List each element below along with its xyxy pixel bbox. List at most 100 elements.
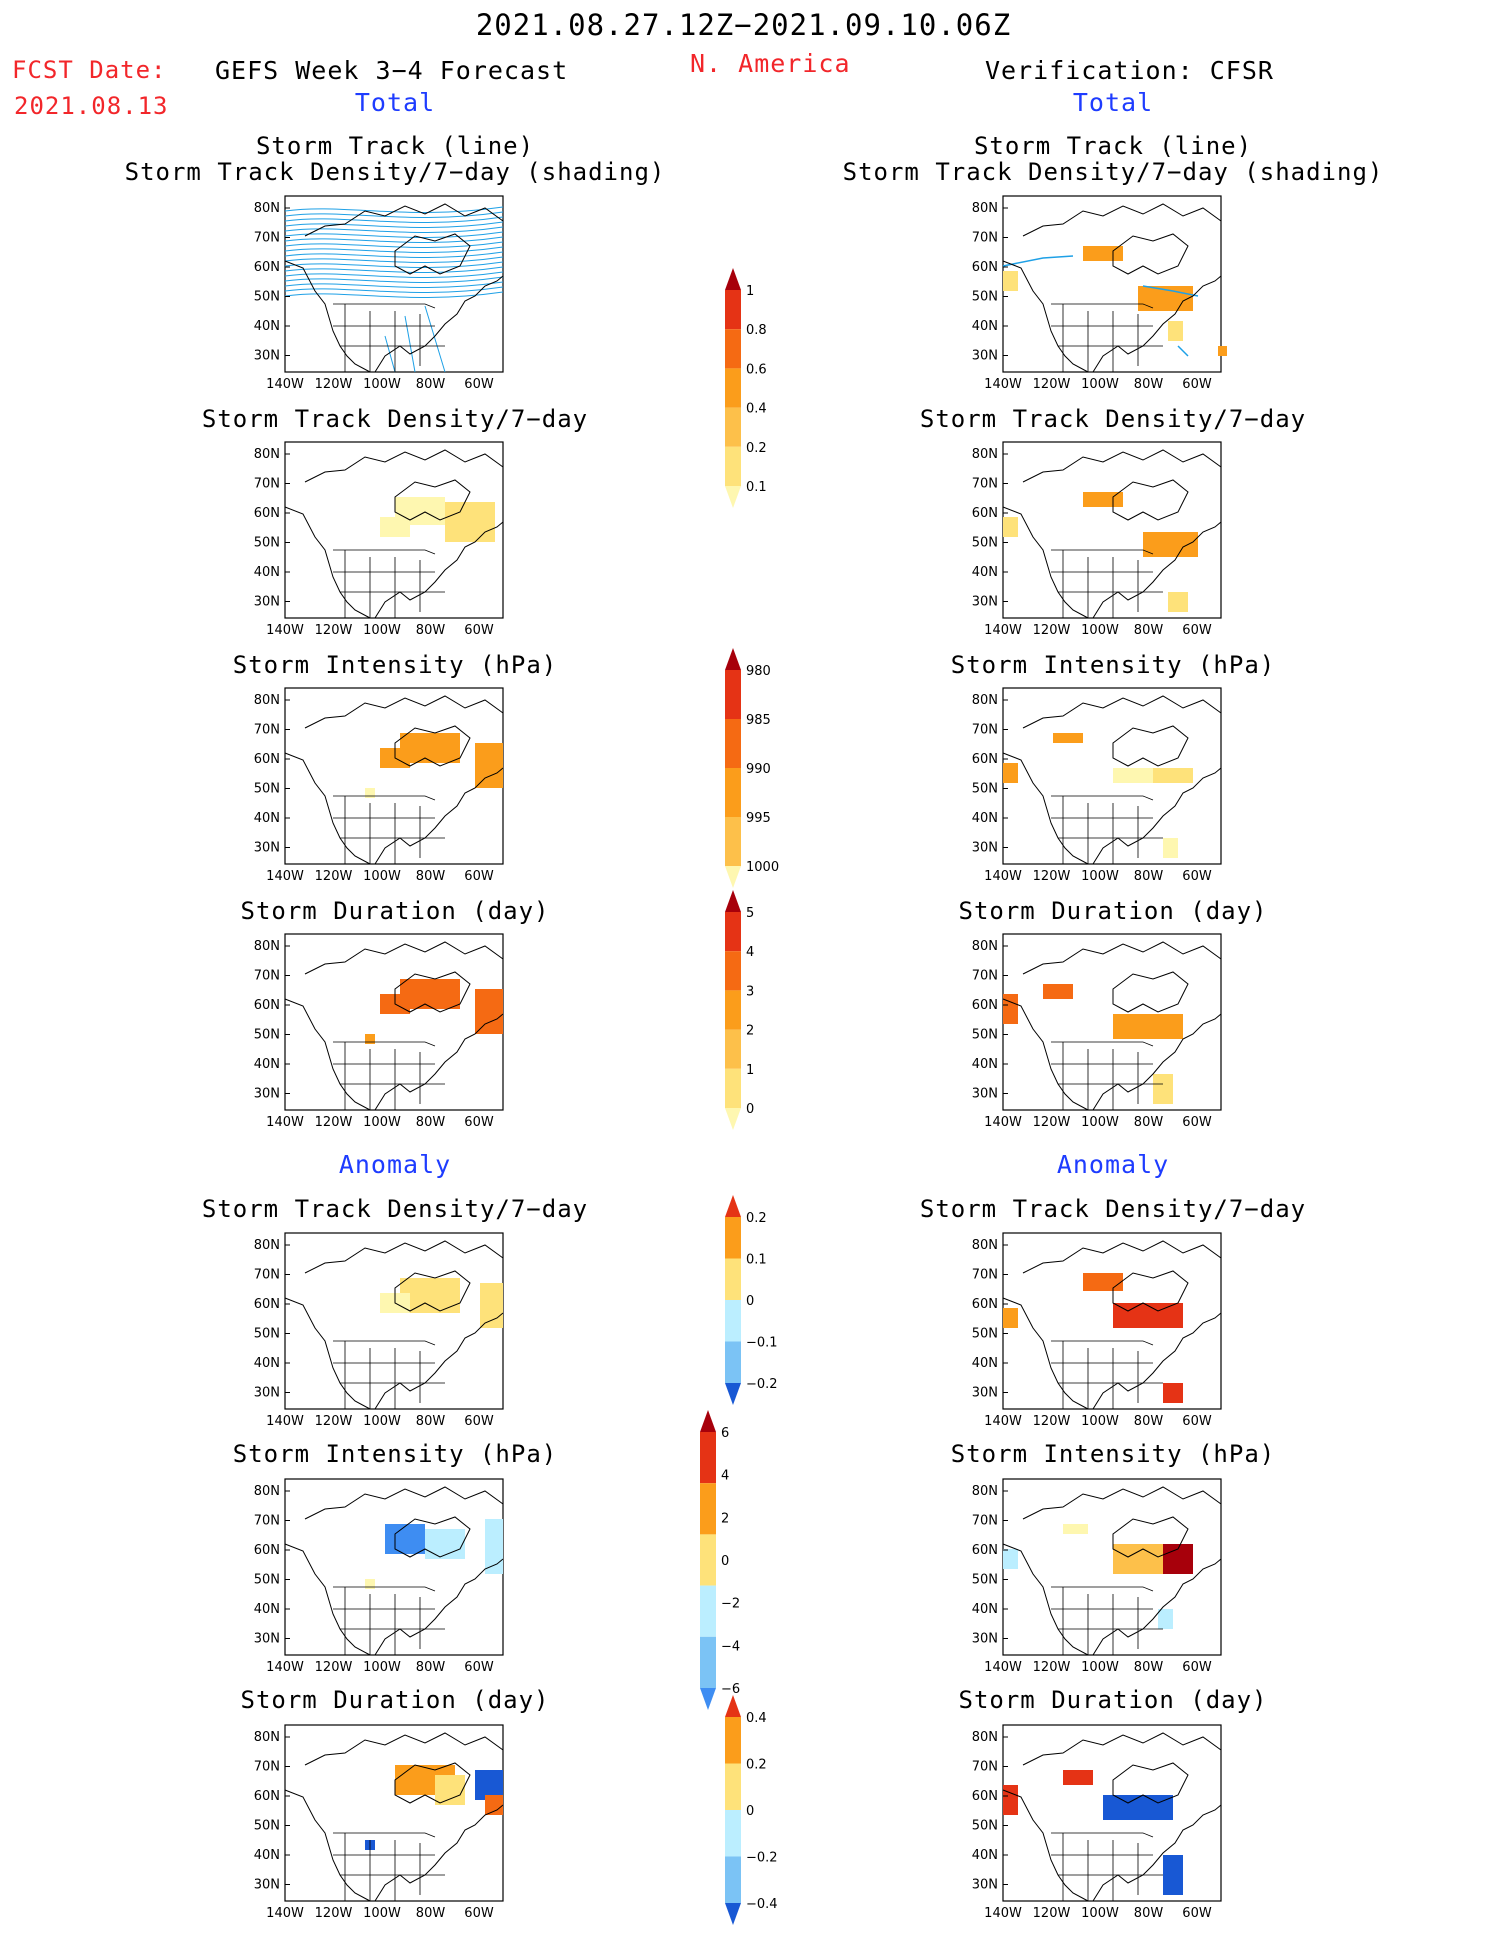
colorbar-tip-bottom [700, 1688, 716, 1710]
lon-tick: 100W [1081, 869, 1119, 884]
colorbar-seg [725, 670, 741, 719]
colorbar-5: 0.4 0.2 0 −0.2 −0.4 [725, 1695, 778, 1925]
lat-tick: 60N [972, 998, 998, 1013]
lat-tick: 60N [254, 506, 280, 521]
lon-tick: 60W [464, 1115, 494, 1130]
lat-tick: 50N [972, 1573, 998, 1588]
colorbar-seg [725, 407, 741, 447]
colorbar-seg [725, 990, 741, 1030]
lat-tick: 80N [972, 939, 998, 954]
title-density-shading-left: Storm Track Density/7−day (shading) [124, 158, 666, 186]
shade-cell [1163, 1855, 1183, 1895]
colorbar-4: 6 4 2 0 −2 −4 −6 [700, 1410, 740, 1710]
map-panel-left-2: 80N 70N 60N 50N 40N 30N 140W 120W 100W 80W 60W [245, 680, 509, 894]
shade-cell [1063, 1524, 1088, 1534]
map-left-2: 80N 70N 60N 50N 40N 30N 140W 120W 100W 80W 60W [254, 687, 504, 884]
lat-tick: 50N [254, 290, 280, 305]
lat-tick: 60N [972, 752, 998, 767]
shade-cell [1113, 768, 1153, 783]
lat-tick: 40N [972, 1057, 998, 1072]
lon-tick: 140W [984, 623, 1022, 638]
shade-cell [365, 1579, 375, 1589]
map-right-1: 80N 70N 60N 50N 40N 30N 140W 120W 100W 80W 60W [972, 441, 1222, 638]
lat-tick: 30N [254, 1386, 280, 1401]
lat-tick: 50N [972, 782, 998, 797]
lat-tick: 80N [972, 1730, 998, 1745]
lon-tick: 80W [1134, 623, 1164, 638]
colorbar-0: 1 0.8 0.6 0.4 0.2 0.1 [725, 268, 767, 508]
colorbar-tip-bottom [725, 1108, 741, 1130]
colorbar-tick-label: 0.1 [746, 480, 767, 495]
lat-tick: 70N [972, 1514, 998, 1529]
title-duration-anom-left: Storm Duration (day) [240, 1686, 550, 1714]
lon-tick: 80W [416, 1115, 446, 1130]
lon-tick: 140W [984, 1660, 1022, 1675]
map-right-2: 80N 70N 60N 50N 40N 30N 140W 120W 100W 80W 60W [972, 687, 1222, 884]
lon-tick: 60W [464, 1660, 494, 1675]
lon-tick: 140W [266, 377, 304, 392]
colorbar-tip-top [725, 890, 741, 912]
colorbar-tick-label: 0.2 [746, 1211, 767, 1226]
shade-cell [1083, 1273, 1123, 1291]
lon-tick: 100W [1081, 1115, 1119, 1130]
colorbar-tick-label: −4 [721, 1639, 740, 1654]
lon-tick: 100W [1081, 1906, 1119, 1921]
colorbar-tick-label: 980 [746, 664, 771, 679]
lat-tick: 30N [972, 349, 998, 364]
map-right-5: 80N 70N 60N 50N 40N 30N 140W 120W 100W 80W 60W [972, 1478, 1222, 1675]
shade-cell [1003, 1785, 1018, 1815]
lat-tick: 40N [972, 1356, 998, 1371]
lat-tick: 40N [972, 1848, 998, 1863]
shade-cell [385, 1524, 425, 1554]
lon-tick: 120W [1033, 1414, 1071, 1429]
map-panel-right-0: 80N 70N 60N 50N 40N 30N 140W 120W 100W 80W 60W [963, 188, 1236, 402]
shade-cell [475, 989, 503, 1034]
lat-tick: 60N [254, 1543, 280, 1558]
lon-tick: 120W [1033, 1115, 1071, 1130]
lon-tick: 140W [984, 377, 1022, 392]
colorbar-tick-label: 0.6 [746, 362, 767, 377]
lat-tick: 80N [254, 939, 280, 954]
colorbar-tip-top [725, 268, 741, 290]
lon-tick: 100W [1081, 623, 1119, 638]
colorbar-tip-bottom [725, 1383, 741, 1405]
colorbar-tick-label: 0.2 [746, 1758, 767, 1773]
colorbar-tick-label: 1000 [746, 860, 779, 875]
lat-tick: 60N [254, 1297, 280, 1312]
lon-tick: 80W [416, 623, 446, 638]
lat-tick: 60N [972, 1297, 998, 1312]
lat-tick: 70N [254, 1760, 280, 1775]
lat-tick: 60N [254, 260, 280, 275]
lat-tick: 60N [972, 1789, 998, 1804]
shade-cell [1003, 763, 1018, 783]
map-left-0: 80N 70N 60N 50N 40N 30N 140W 120W 100W 80W 60W [254, 195, 504, 392]
lat-tick: 40N [972, 319, 998, 334]
colorbar-tick-label: 995 [746, 811, 771, 826]
lat-tick: 60N [254, 752, 280, 767]
lon-tick: 80W [416, 869, 446, 884]
title-intensity-anom-right: Storm Intensity (hPa) [950, 1440, 1276, 1468]
lat-tick: 70N [972, 1760, 998, 1775]
lat-tick: 70N [972, 231, 998, 246]
colorbar-tick-label: 990 [746, 762, 771, 777]
map-left-5: 80N 70N 60N 50N 40N 30N 140W 120W 100W 80W 60W [254, 1478, 504, 1675]
colorbar-tip-top [700, 1410, 716, 1432]
lat-tick: 70N [254, 477, 280, 492]
shade-cell [1153, 768, 1193, 783]
colorbar-seg [700, 1432, 716, 1484]
lat-tick: 60N [972, 260, 998, 275]
map-panel-left-1: 80N 70N 60N 50N 40N 30N 140W 120W 100W 80W 60W [245, 434, 509, 648]
title-intensity-left: Storm Intensity (hPa) [232, 651, 558, 679]
lon-tick: 60W [1182, 869, 1212, 884]
map-panel-left-5: 80N 70N 60N 50N 40N 30N 140W 120W 100W 80W 60W [245, 1471, 509, 1685]
lat-tick: 70N [254, 1514, 280, 1529]
colorbar-seg [725, 1258, 741, 1300]
shade-cell [1003, 1308, 1018, 1328]
shade-cell [1003, 1549, 1018, 1569]
lat-tick: 30N [254, 1878, 280, 1893]
shade-cell [1103, 1795, 1173, 1820]
section-total-left: Total [354, 88, 436, 117]
colorbar-seg [725, 912, 741, 952]
colorbar-tick-label: −0.2 [746, 1851, 778, 1866]
lon-tick: 140W [266, 1906, 304, 1921]
